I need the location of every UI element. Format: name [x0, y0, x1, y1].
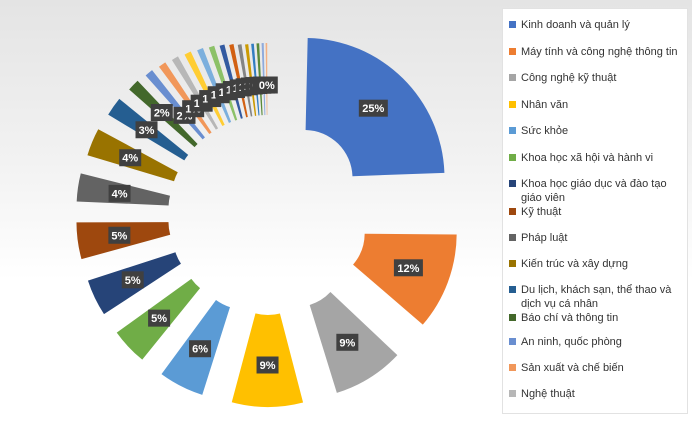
chart-legend: Kinh doanh và quản lý Máy tính và công ng… — [502, 8, 688, 414]
pie-slice — [197, 48, 232, 123]
legend-swatch — [509, 260, 516, 267]
legend-item: Khoa học xã hội và hành vi — [509, 151, 685, 165]
legend-label: Khoa học giáo dục và đào tạo giáo viên — [521, 178, 667, 204]
legend-swatch — [509, 48, 516, 55]
legend-swatch — [509, 364, 516, 371]
pie-data-label: 5% — [148, 309, 171, 327]
legend-swatch — [509, 234, 516, 241]
pie-data-label: 4% — [108, 184, 131, 202]
svg-text:5%: 5% — [125, 275, 141, 287]
legend-item: Sức khỏe — [509, 124, 685, 138]
legend-label: Kinh doanh và quản lý — [521, 19, 630, 31]
legend-item: Nghệ thuật — [509, 387, 685, 401]
legend-item: Sản xuất và chế biến — [509, 361, 685, 375]
pie-data-labels: 25%12%9%9%6%5%5%5%4%4%3%2%2%1%1%1%1%1%1%… — [108, 76, 423, 374]
legend-label: Báo chí và thông tin — [521, 312, 619, 324]
pie-data-label: 9% — [256, 356, 279, 374]
svg-text:6%: 6% — [192, 344, 208, 356]
svg-text:2%: 2% — [154, 108, 170, 120]
pie-slice — [184, 51, 225, 127]
legend-item: Công nghệ kỹ thuật — [509, 71, 685, 85]
pie-data-label: 4% — [119, 149, 142, 167]
legend-swatch — [509, 154, 516, 161]
legend-item: Kỹ thuật — [509, 205, 685, 219]
pie-data-label: 5% — [108, 226, 131, 244]
legend-item: Pháp luật — [509, 231, 685, 245]
svg-text:4%: 4% — [122, 153, 138, 165]
legend-item: Nhân văn — [509, 98, 685, 112]
svg-text:12%: 12% — [397, 263, 419, 275]
legend-label: Khoa học xã hội và hành vi — [521, 152, 654, 164]
legend-label: Kiến trúc và xây dựng — [521, 258, 629, 270]
svg-text:25%: 25% — [362, 103, 384, 115]
pie-data-label: 6% — [189, 340, 212, 358]
legend-label: Máy tính và công nghệ thông tin — [521, 46, 678, 58]
legend-label: Sản xuất và chế biến — [521, 362, 624, 374]
legend-item: An ninh, quốc phòng — [509, 335, 685, 349]
pie-data-label: 2% — [150, 104, 173, 122]
legend-swatch — [509, 390, 516, 397]
legend-label: Nhân văn — [521, 99, 569, 111]
legend-item: Du lịch, khách sạn, thể thao và dịch vụ … — [509, 283, 685, 311]
legend-swatch — [509, 21, 516, 28]
svg-text:4%: 4% — [112, 188, 128, 200]
legend-swatch — [509, 127, 516, 134]
pie-slice — [353, 233, 457, 325]
svg-text:3%: 3% — [139, 125, 155, 137]
legend-item: Báo chí và thông tin — [509, 311, 685, 325]
pie-data-label: 12% — [393, 259, 423, 277]
legend-swatch — [509, 180, 516, 187]
svg-text:5%: 5% — [111, 230, 127, 242]
legend-label: Du lịch, khách sạn, thể thao và dịch vụ … — [521, 284, 672, 310]
legend-item: Kiến trúc và xây dựng — [509, 257, 685, 271]
legend-swatch — [509, 74, 516, 81]
pie-data-label: 5% — [121, 271, 144, 289]
legend-swatch — [509, 338, 516, 345]
legend-label: Nghệ thuật — [521, 388, 575, 400]
legend-item: Máy tính và công nghệ thông tin — [509, 45, 685, 59]
svg-text:0%: 0% — [259, 80, 275, 92]
legend-label: An ninh, quốc phòng — [521, 336, 622, 348]
pie-data-label: 3% — [135, 121, 158, 139]
pie-data-label: 0% — [255, 76, 278, 94]
legend-swatch — [509, 101, 516, 108]
legend-swatch — [509, 286, 516, 293]
legend-label: Công nghệ kỹ thuật — [521, 72, 617, 84]
svg-text:5%: 5% — [151, 313, 167, 325]
legend-swatch — [509, 314, 516, 321]
pie-data-label: 25% — [358, 99, 388, 117]
legend-label: Sức khỏe — [521, 125, 569, 137]
legend-swatch — [509, 208, 516, 215]
svg-text:9%: 9% — [339, 337, 355, 349]
legend-item: Khoa học giáo dục và đào tạo giáo viên — [509, 177, 685, 205]
svg-text:9%: 9% — [260, 360, 276, 372]
legend-label: Pháp luật — [521, 232, 568, 244]
legend-item: Kinh doanh và quản lý — [509, 18, 685, 32]
legend-label: Kỹ thuật — [521, 206, 562, 218]
pie-data-label: 9% — [336, 333, 359, 351]
